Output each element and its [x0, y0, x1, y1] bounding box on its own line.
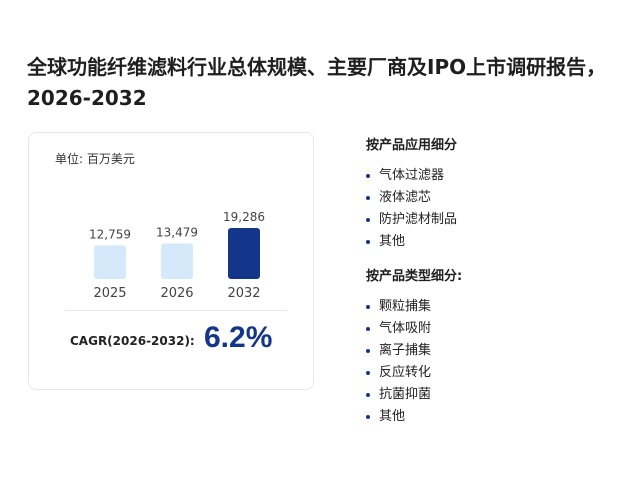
bar-value-label: 19,286 [223, 210, 265, 224]
application-item: 防护滤材制品 [366, 209, 606, 231]
application-item-label: 防护滤材制品 [379, 212, 458, 227]
product-type-item-label: 其他 [379, 409, 406, 424]
bullet-icon [366, 196, 370, 200]
product-type-list: 颗粒捕集气体吸附离子捕集反应转化抗菌抑菌其他 [366, 296, 606, 428]
report-title: 全球功能纤维滤料行业总体规模、主要厂商及IPO上市调研报告，2026-2032 [27, 55, 607, 110]
bar-value-label: 13,479 [156, 225, 198, 239]
product-type-heading: 按产品类型细分: [366, 269, 463, 284]
product-type-section: 按产品类型细分: 颗粒捕集气体吸附离子捕集反应转化抗菌抑菌其他 [366, 265, 606, 428]
unit-label: 单位: 百万美元 [55, 152, 135, 166]
bar-2026 [161, 243, 193, 279]
product-type-item: 其他 [366, 406, 606, 428]
product-type-item-label: 颗粒捕集 [379, 299, 432, 314]
product-type-item: 抗菌抑菌 [366, 384, 606, 406]
product-type-item: 气体吸附 [366, 318, 606, 340]
cagr-value: 6.2% [204, 321, 273, 354]
bullet-icon [366, 415, 370, 419]
product-type-item-label: 抗菌抑菌 [379, 387, 432, 402]
product-type-item-label: 气体吸附 [379, 321, 432, 336]
application-item-label: 液体滤芯 [379, 190, 432, 205]
application-section: 按产品应用细分 气体过滤器液体滤芯防护滤材制品 其他 [366, 134, 606, 253]
x-tick-label: 2026 [160, 286, 193, 301]
bullet-icon [366, 393, 370, 397]
product-type-item: 反应转化 [366, 362, 606, 384]
application-list: 气体过滤器液体滤芯防护滤材制品 其他 [366, 165, 606, 253]
product-type-item: 离子捕集 [366, 340, 606, 362]
bar-2025 [94, 245, 126, 279]
card-divider [65, 310, 287, 311]
application-item: 液体滤芯 [366, 187, 606, 209]
bullet-icon [366, 240, 370, 244]
x-tick-label: 2032 [227, 286, 260, 301]
x-tick-label: 2025 [93, 286, 126, 301]
product-type-item-label: 反应转化 [379, 365, 432, 380]
bullet-icon [366, 327, 370, 331]
bullet-icon [366, 371, 370, 375]
bullet-icon [366, 305, 370, 309]
market-size-card: 单位: 百万美元 12,759 2025 13,479 2026 19,286 2032 … [28, 132, 314, 390]
application-heading: 按产品应用细分 [366, 138, 458, 153]
application-item-label: 气体过滤器 [379, 168, 445, 183]
bar-2032 [228, 228, 260, 279]
application-item: 气体过滤器 [366, 165, 606, 187]
product-type-item-label: 离子捕集 [379, 343, 432, 358]
product-type-item: 颗粒捕集 [366, 296, 606, 318]
bullet-icon [366, 174, 370, 178]
application-item-label: 其他 [379, 234, 406, 249]
cagr-label: CAGR(2026-2032): [70, 334, 195, 348]
bullet-icon [366, 218, 370, 222]
bullet-icon [366, 349, 370, 353]
bar-value-label: 12,759 [89, 227, 131, 241]
application-item: 其他 [366, 231, 606, 253]
bar-chart: 12,759 2025 13,479 2026 19,286 2032 [89, 210, 265, 301]
